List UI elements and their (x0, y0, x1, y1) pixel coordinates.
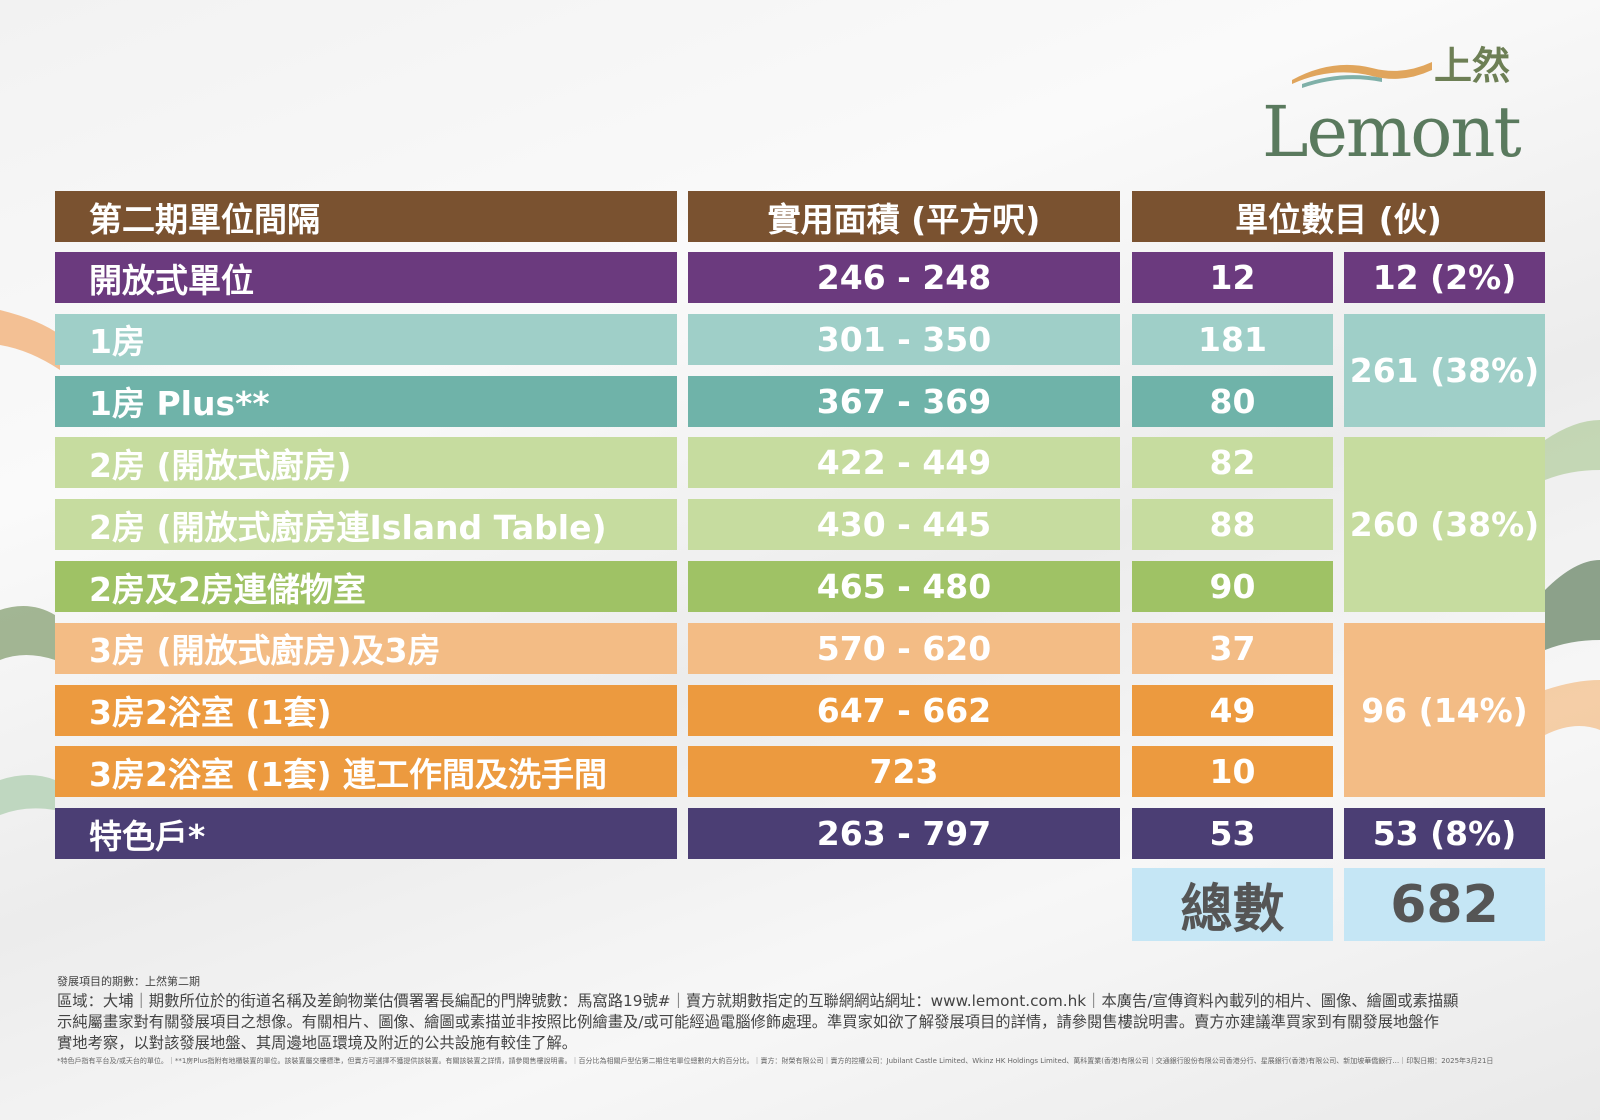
header-area: 實用面積 (平方呎) (688, 191, 1120, 242)
unit-type-cell: 開放式單位 (55, 252, 677, 303)
logo-english: Lemont (1262, 91, 1522, 173)
area-cell: 246 - 248 (688, 252, 1120, 303)
lemont-logo: 上然 Lemont (1262, 44, 1552, 174)
units-cell: 90 (1132, 561, 1333, 612)
group-share-cell: 261 (38%) (1344, 313, 1545, 427)
units-cell: 88 (1132, 499, 1333, 551)
units-cell: 10 (1132, 746, 1333, 798)
group-share-cell: 96 (14%) (1344, 622, 1545, 798)
unit-type-cell: 2房 (開放式廚房) (55, 437, 677, 489)
unit-type-cell: 2房 (開放式廚房連Island Table) (55, 499, 677, 551)
header-unit-type: 第二期單位間隔 (55, 191, 677, 242)
disclaimer-line-3: 實地考察，以對該發展地盤、其周邊地區環境及附近的公共設施有較佳了解。 (57, 1034, 578, 1052)
fine-print: *特色戶指有平台及/或天台的單位。｜**1房Plus指附有地櫃裝置的單位。該裝置… (57, 1057, 1494, 1065)
units-cell: 49 (1132, 684, 1333, 736)
total-label: 總數 (1132, 868, 1333, 941)
group-share-cell: 12 (2%) (1344, 252, 1545, 303)
area-cell: 430 - 445 (688, 499, 1120, 551)
unit-type-cell: 1房 Plus** (55, 375, 677, 427)
units-cell: 12 (1132, 252, 1333, 303)
units-cell: 82 (1132, 437, 1333, 489)
unit-type-cell: 特色戶* (55, 808, 677, 860)
units-cell: 53 (1132, 808, 1333, 860)
group-share-cell: 260 (38%) (1344, 437, 1545, 612)
disclaimer-line-2: 示純屬畫家對有關發展項目之想像。有關相片、圖像、繪圖或素描並非按照比例繪畫及/或… (57, 1013, 1439, 1031)
units-cell: 37 (1132, 622, 1333, 674)
header-units: 單位數目 (伙) (1132, 191, 1545, 242)
unit-type-cell: 3房2浴室 (1套) (55, 684, 677, 736)
units-cell: 181 (1132, 313, 1333, 365)
unit-type-cell: 3房 (開放式廚房)及3房 (55, 622, 677, 674)
area-cell: 367 - 369 (688, 375, 1120, 427)
area-cell: 422 - 449 (688, 437, 1120, 489)
unit-type-cell: 2房及2房連儲物室 (55, 561, 677, 612)
area-cell: 263 - 797 (688, 808, 1120, 860)
area-cell: 570 - 620 (688, 622, 1120, 674)
area-cell: 465 - 480 (688, 561, 1120, 612)
group-share-cell: 53 (8%) (1344, 808, 1545, 860)
units-cell: 80 (1132, 375, 1333, 427)
unit-type-cell: 3房2浴室 (1套) 連工作間及洗手間 (55, 746, 677, 798)
area-cell: 301 - 350 (688, 313, 1120, 365)
unit-type-cell: 1房 (55, 313, 677, 365)
disclaimer-line-1: 區域：大埔｜期數所位於的街道名稱及差餉物業估價署署長編配的門牌號數：馬窩路19號… (57, 992, 1459, 1010)
total-value: 682 (1344, 868, 1545, 941)
logo-chinese: 上然 (1434, 44, 1511, 88)
area-cell: 647 - 662 (688, 684, 1120, 736)
area-cell: 723 (688, 746, 1120, 798)
phase-note: 發展項目的期數：上然第二期 (57, 975, 200, 988)
